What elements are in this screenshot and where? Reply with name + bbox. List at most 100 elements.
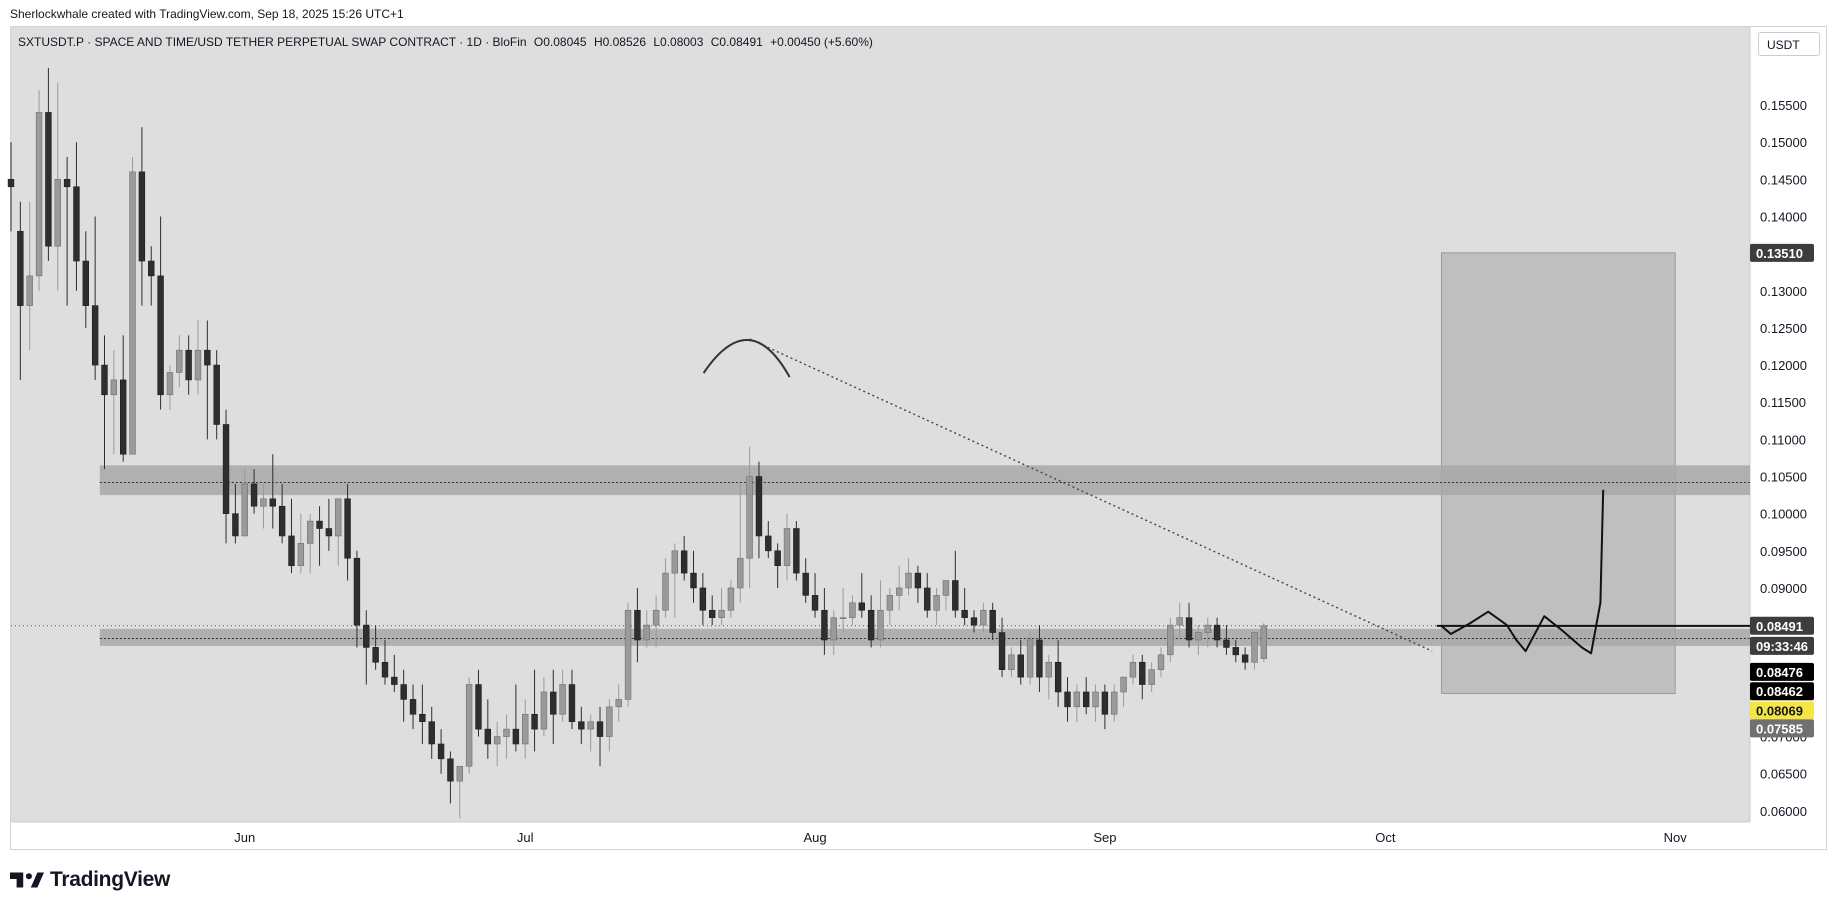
price-tag-label: 0.08476 [1756, 665, 1803, 680]
candle [783, 513, 791, 581]
candle [250, 469, 258, 514]
candle-body [1045, 661, 1052, 678]
candle [961, 587, 968, 626]
candle-body [176, 349, 183, 373]
candle-body [456, 765, 463, 782]
candle-body [7, 179, 15, 188]
candle-body [1017, 654, 1024, 678]
candle-body [119, 379, 127, 455]
symbol-description[interactable]: SXTUSDT.P · SPACE AND TIME/USD TETHER PE… [18, 35, 527, 49]
candle [643, 610, 650, 648]
candle [550, 669, 557, 744]
candle [185, 335, 192, 395]
candle-body [587, 721, 594, 730]
candle [437, 729, 445, 774]
candle [1195, 625, 1202, 655]
price-tag: 0.13510 [1750, 243, 1814, 262]
open-value: O0.08045 [533, 35, 587, 49]
candle [998, 617, 1006, 678]
candle [709, 595, 716, 626]
candle [587, 714, 594, 752]
candle [1241, 647, 1249, 670]
candle [409, 684, 417, 730]
candle-body [914, 572, 922, 589]
candle [699, 573, 707, 626]
candle-body [709, 609, 716, 618]
candle [503, 714, 510, 759]
candle [568, 669, 576, 730]
support-zone [99, 628, 1750, 646]
candle-body [634, 609, 641, 641]
candle [933, 587, 940, 626]
price-tag-label: 0.07585 [1756, 721, 1803, 736]
candle-body [765, 535, 772, 552]
candle-body [1064, 691, 1071, 708]
candle-body [849, 602, 856, 618]
price-chart[interactable]: 0.15500 0.15000 0.14500 0.14000 0.13000 0.125… [0, 26, 1835, 850]
price-tag-label: 09:33:46 [1756, 639, 1808, 654]
candle [765, 521, 772, 559]
candle-body [241, 483, 248, 537]
candle-body [1129, 661, 1137, 678]
candle [924, 573, 931, 618]
price-tag-bg [1750, 719, 1814, 738]
candle [176, 335, 183, 388]
price-tag-label: 0.08462 [1756, 684, 1803, 699]
candle [381, 639, 389, 685]
top-bar: Sherlockwhale created with TradingView.c… [0, 0, 1835, 26]
currency-button[interactable]: USDT [1758, 32, 1820, 56]
candle [1157, 647, 1165, 678]
candle-body [989, 609, 996, 633]
candle [559, 669, 566, 722]
candle-body [213, 364, 220, 425]
candle [849, 595, 856, 626]
candle-body [372, 647, 379, 663]
candle-body [970, 617, 978, 626]
candle [1129, 654, 1137, 685]
candle-body [718, 609, 725, 618]
candle-body [652, 609, 660, 626]
candle [727, 580, 735, 618]
footer: TradingView [10, 868, 170, 892]
candle-body [73, 186, 80, 262]
candle [522, 699, 529, 759]
x-tick-label: Aug [803, 830, 826, 845]
candle [634, 587, 641, 663]
candle-body [475, 684, 482, 730]
candle-body [680, 550, 688, 574]
candle [297, 513, 305, 574]
candle-body [1054, 661, 1062, 693]
resistance-zone [99, 465, 1750, 496]
y-tick-label: 0.10500 [1760, 470, 1807, 485]
candle-body [896, 587, 903, 596]
candle-body [1092, 691, 1099, 708]
candle [512, 684, 520, 752]
candle-body [1223, 639, 1230, 648]
y-tick-label: 0.09000 [1760, 581, 1807, 596]
price-tag: 0.08069 [1750, 701, 1814, 720]
candle-body [550, 691, 557, 715]
candle-body [222, 424, 230, 514]
candle-body [45, 112, 52, 247]
candle [213, 350, 220, 440]
candle-body [232, 513, 239, 537]
candle [484, 699, 492, 759]
candle-body [961, 609, 968, 618]
price-tag: 0.08476 [1750, 662, 1814, 681]
candle-body [138, 171, 146, 262]
candle-body [316, 520, 323, 529]
candle-body [278, 505, 286, 537]
author-credit: Sherlockwhale created with TradingView.c… [10, 7, 404, 21]
candle [73, 142, 80, 291]
candle [746, 446, 753, 588]
price-tag-label: 0.13510 [1756, 246, 1803, 261]
candle-body [1148, 669, 1155, 685]
candle [811, 573, 819, 618]
candle [1139, 654, 1146, 700]
candle [942, 580, 950, 611]
change-value: +0.00450 (+5.60%) [770, 35, 873, 49]
candle [269, 454, 276, 529]
candle-body [484, 728, 492, 745]
y-tick-label: 0.15500 [1760, 98, 1807, 113]
candle-body [905, 572, 912, 589]
